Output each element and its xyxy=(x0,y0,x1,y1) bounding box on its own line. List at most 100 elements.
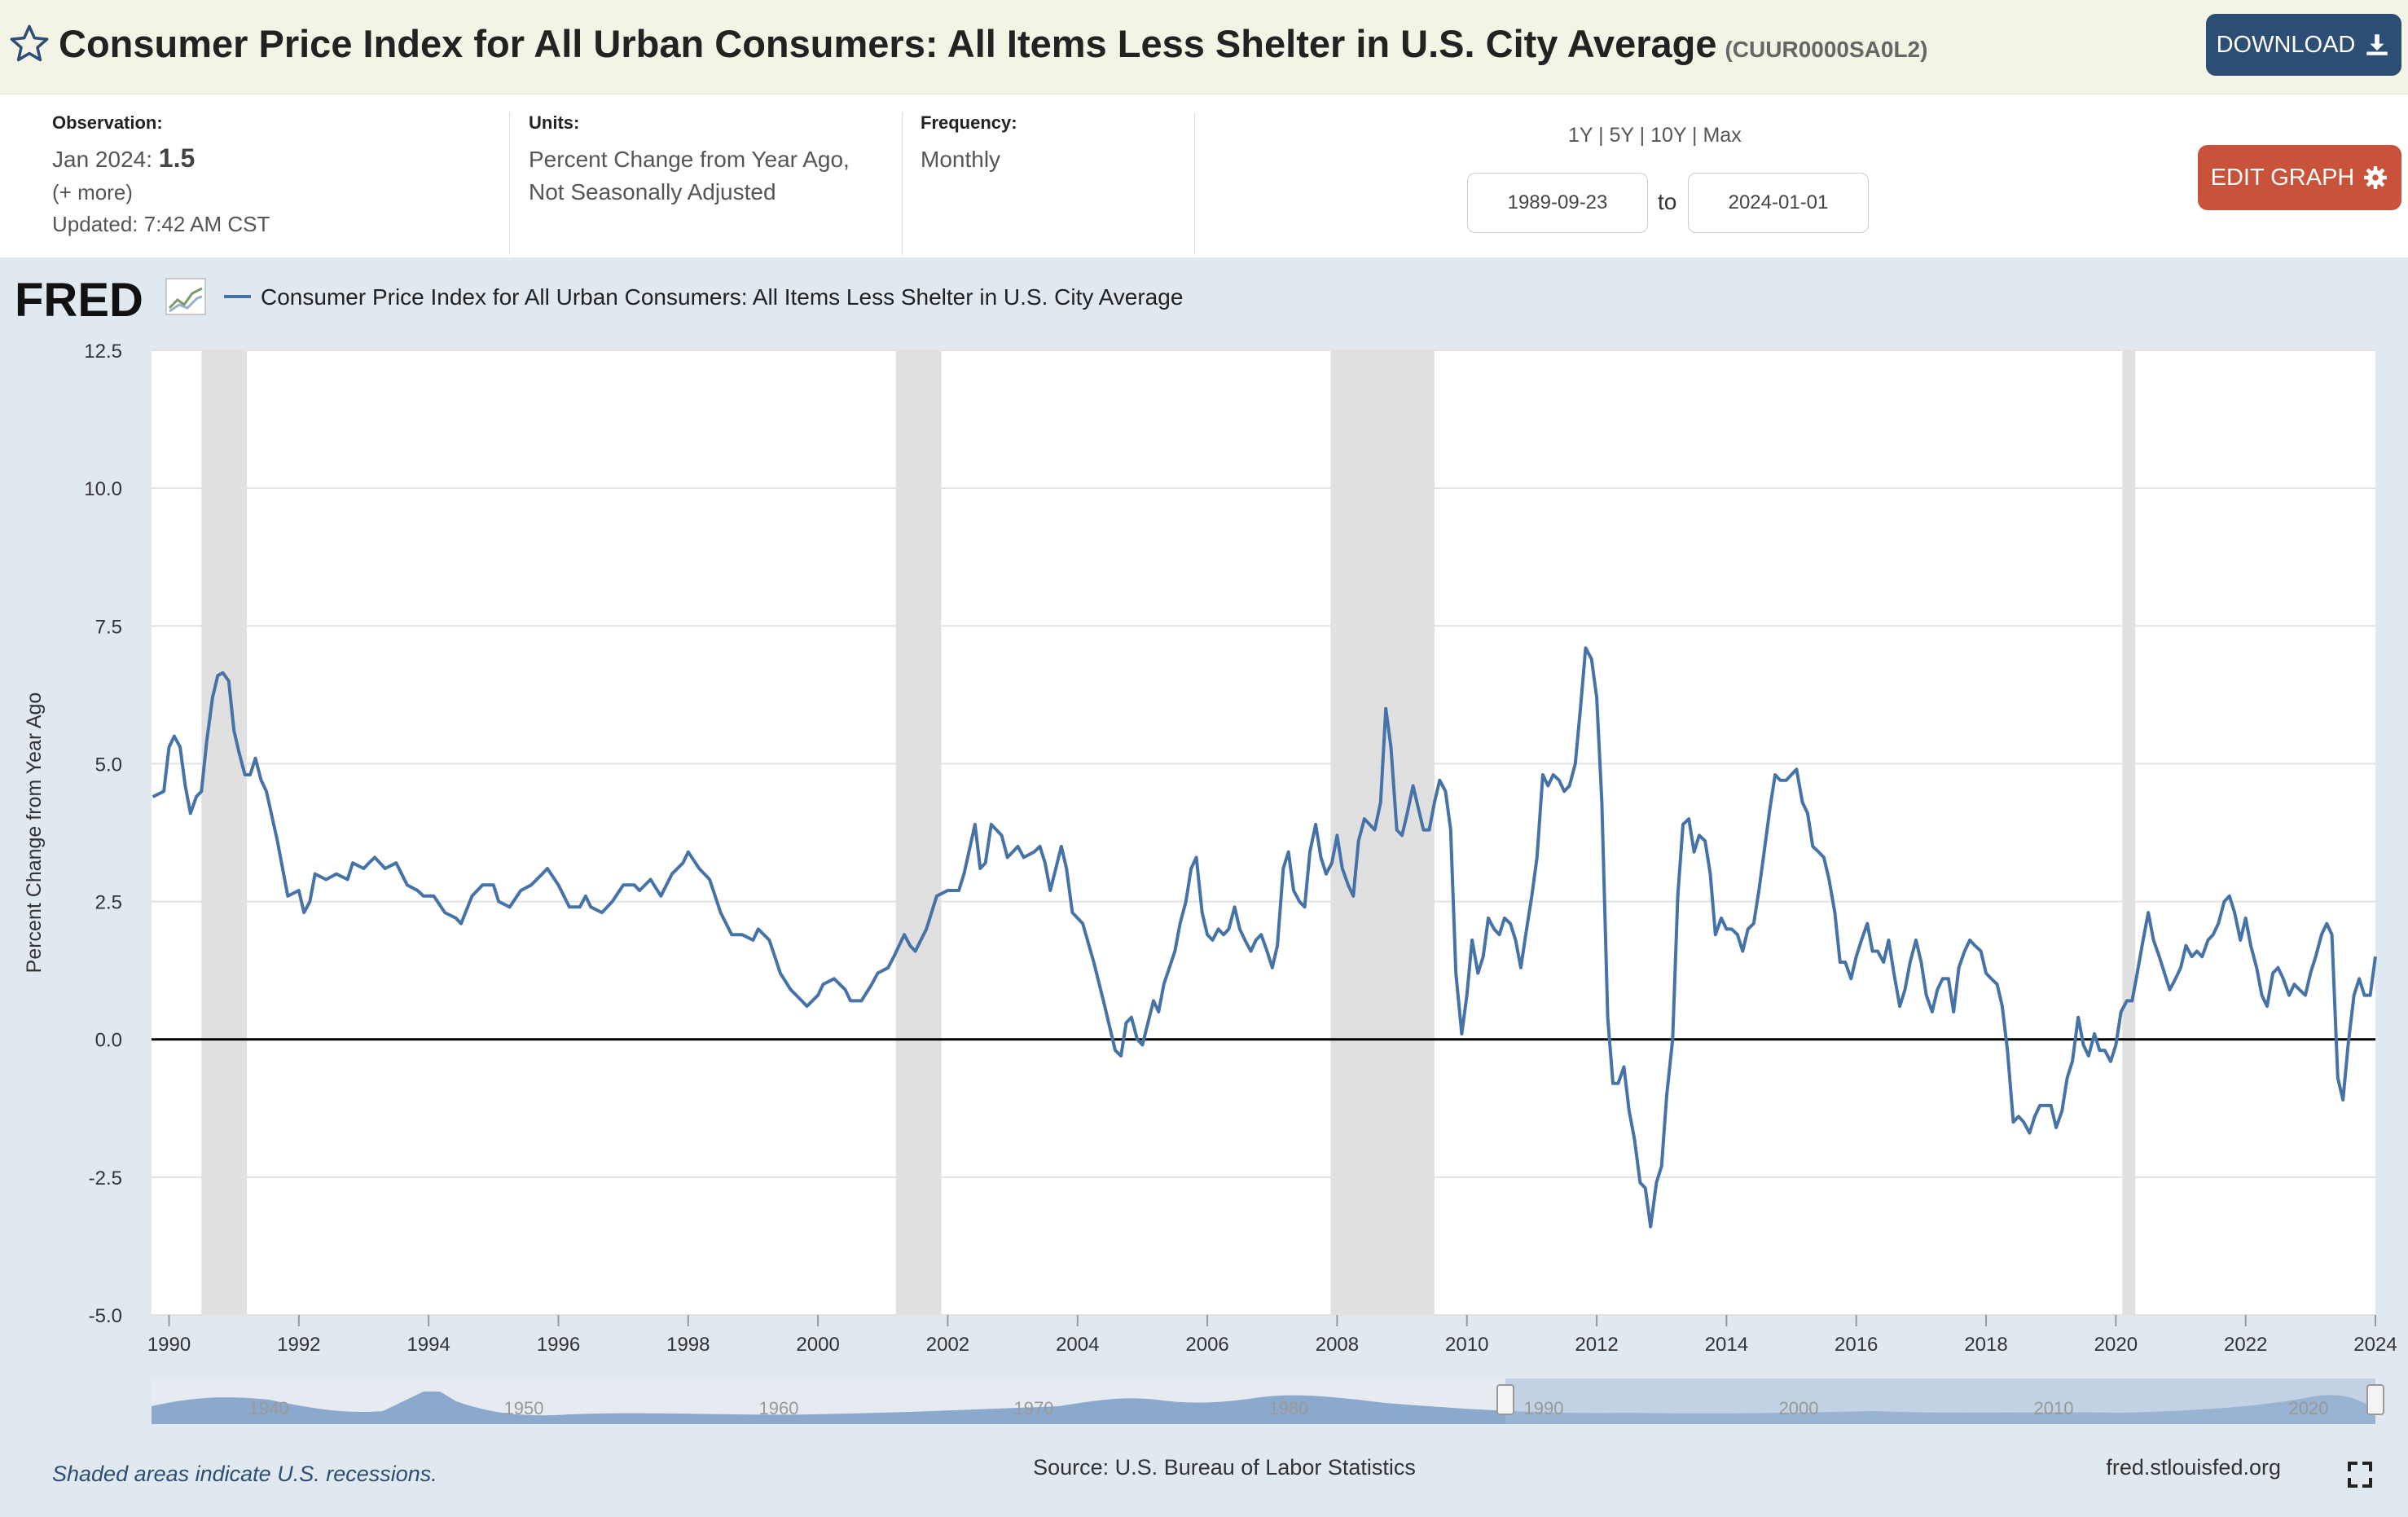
graph-area: FRED Consumer Price Index for All Urban … xyxy=(0,257,2408,1517)
y-tick-label: 7.5 xyxy=(95,616,122,638)
y-tick-label: 0.0 xyxy=(95,1030,122,1052)
units-label: Units: xyxy=(529,112,580,133)
recession-band xyxy=(2122,350,2136,1315)
units-line-2: Not Seasonally Adjusted xyxy=(529,179,776,204)
x-tick-label: 2022 xyxy=(2224,1334,2267,1356)
navigator-right-handle[interactable] xyxy=(2366,1384,2384,1415)
y-tick-label: 2.5 xyxy=(95,892,122,914)
observation-value: 1.5 xyxy=(158,143,196,173)
divider xyxy=(902,112,903,255)
gear-icon xyxy=(2364,166,2388,189)
plot-background xyxy=(152,350,2375,1315)
x-tick-label: 1994 xyxy=(406,1334,450,1356)
units-block: Units: Percent Change from Year Ago, Not … xyxy=(529,112,850,209)
x-tick-label: 1990 xyxy=(147,1334,191,1356)
edit-graph-button[interactable]: EDIT GRAPH xyxy=(2198,145,2401,210)
meta-panel: Observation: Jan 2024: 1.5 (+ more) Upda… xyxy=(0,95,2408,257)
navigator[interactable]: 1940 1950 1960 1970 1980 1990 2000 2010 2020 xyxy=(152,1378,2384,1424)
download-label: DOWNLOAD xyxy=(2216,31,2356,58)
x-tick-label: 1996 xyxy=(537,1334,580,1356)
x-tick-label: 1992 xyxy=(277,1334,320,1356)
range-5y-link[interactable]: 5Y xyxy=(1609,124,1634,147)
fred-logo-text: FRED xyxy=(15,274,143,327)
y-tick-label: -5.0 xyxy=(89,1305,122,1327)
x-tick-label: 2000 xyxy=(796,1334,839,1356)
units-line-1: Percent Change from Year Ago, xyxy=(529,147,850,172)
x-tick-label: 2004 xyxy=(1056,1334,1099,1356)
x-tick-label: 2014 xyxy=(1705,1334,1748,1356)
x-tick-label: 2020 xyxy=(2094,1334,2138,1356)
y-tick-label: 5.0 xyxy=(95,754,122,776)
y-tick-label: 10.0 xyxy=(84,478,122,500)
end-date-input[interactable]: 2024-01-01 xyxy=(1688,173,1869,233)
observation-label: Observation: xyxy=(52,112,163,133)
frequency-value: Monthly xyxy=(921,147,1001,172)
series-line xyxy=(152,646,2377,1229)
recession-band xyxy=(1330,350,1435,1315)
observation-value-row: Jan 2024: 1.5 xyxy=(52,143,270,174)
x-tick-label: 2016 xyxy=(1835,1334,1878,1356)
more-link[interactable]: (+ more) xyxy=(52,180,133,204)
recession-note: Shaded areas indicate U.S. recessions. xyxy=(52,1462,437,1486)
navigator-tick-label: 1990 xyxy=(1524,1398,1564,1418)
star-icon[interactable] xyxy=(8,23,51,65)
range-max-link[interactable]: Max xyxy=(1703,124,1742,147)
x-tick-label: 2006 xyxy=(1185,1334,1228,1356)
range-10y-link[interactable]: 10Y xyxy=(1650,124,1687,147)
site-link[interactable]: fred.stlouisfed.org xyxy=(2106,1455,2281,1480)
chart: FRED Consumer Price Index for All Urban … xyxy=(15,274,2397,1488)
source-text: Source: U.S. Bureau of Labor Statistics xyxy=(1033,1455,1416,1480)
range-links: 1Y | 5Y | 10Y | Max xyxy=(1568,124,1742,147)
y-tick-label: -2.5 xyxy=(89,1167,122,1189)
units-value: Percent Change from Year Ago, Not Seasona… xyxy=(529,143,850,209)
y-tick-labels: -5.0 -2.5 0.0 2.5 5.0 7.5 10.0 12.5 xyxy=(84,341,122,1327)
title-bar: Consumer Price Index for All Urban Consu… xyxy=(0,0,2408,95)
navigator-tick-label: 1950 xyxy=(504,1398,544,1418)
recession-bands xyxy=(201,350,2136,1315)
download-icon xyxy=(2366,34,2388,55)
to-label: to xyxy=(1658,189,1677,214)
fred-logo-line-1 xyxy=(168,287,203,310)
y-tick-label: 12.5 xyxy=(84,341,122,363)
y-axis-label: Percent Change from Year Ago xyxy=(23,693,46,974)
navigator-tick-label: 2000 xyxy=(1779,1398,1819,1418)
navigator-left-handle[interactable] xyxy=(1496,1384,1514,1415)
x-tick-label: 2002 xyxy=(926,1334,969,1356)
fred-logo-line-2 xyxy=(169,295,203,313)
recession-band xyxy=(895,350,942,1315)
navigator-selection xyxy=(1505,1378,2375,1424)
series-title: Consumer Price Index for All Urban Consu… xyxy=(59,22,1717,65)
start-date-input[interactable]: 1989-09-23 xyxy=(1467,173,1648,233)
x-tick-label: 1998 xyxy=(666,1334,710,1356)
observation-date: Jan 2024: xyxy=(52,147,152,172)
frequency-label: Frequency: xyxy=(921,112,1017,133)
fred-logo[interactable]: FRED xyxy=(15,274,206,327)
navigator-tick-label: 1960 xyxy=(759,1398,799,1418)
x-tick-label: 2010 xyxy=(1445,1334,1488,1356)
x-tick-label: 2008 xyxy=(1316,1334,1359,1356)
navigator-tick-labels: 1940 1950 1960 1970 1980 1990 2000 2010 2020 xyxy=(249,1398,2329,1418)
download-button[interactable]: DOWNLOAD xyxy=(2206,14,2401,76)
page-title: Consumer Price Index for All Urban Consu… xyxy=(59,21,1927,66)
fullscreen-icon[interactable] xyxy=(2348,1462,2372,1488)
frequency-block: Frequency: Monthly xyxy=(921,112,1017,176)
navigator-tick-label: 1940 xyxy=(249,1398,289,1418)
navigator-tick-label: 2020 xyxy=(2289,1398,2329,1418)
x-tick-labels: 1990 1992 1994 1996 1998 2000 2002 2004 2006 2008… xyxy=(147,1315,2397,1356)
legend-label: Consumer Price Index for All Urban Consu… xyxy=(261,284,1183,310)
gridlines xyxy=(152,350,2375,1316)
updated-text: Updated: 7:42 AM CST xyxy=(52,212,270,236)
x-tick-label: 2018 xyxy=(1964,1334,2007,1356)
x-tick-label: 2012 xyxy=(1575,1334,1618,1356)
edit-graph-label: EDIT GRAPH xyxy=(2210,164,2355,191)
x-tick-label: 2024 xyxy=(2353,1334,2397,1356)
recession-band xyxy=(201,350,248,1315)
series-id: (CUUR0000SA0L2) xyxy=(1725,37,1928,62)
navigator-tick-label: 2010 xyxy=(2034,1398,2074,1418)
divider xyxy=(1194,112,1195,255)
navigator-tick-label: 1980 xyxy=(1269,1398,1309,1418)
navigator-tick-label: 1970 xyxy=(1014,1398,1054,1418)
range-1y-link[interactable]: 1Y xyxy=(1568,124,1593,147)
divider xyxy=(509,112,510,255)
observation-block: Observation: Jan 2024: 1.5 (+ more) Upda… xyxy=(52,112,270,237)
